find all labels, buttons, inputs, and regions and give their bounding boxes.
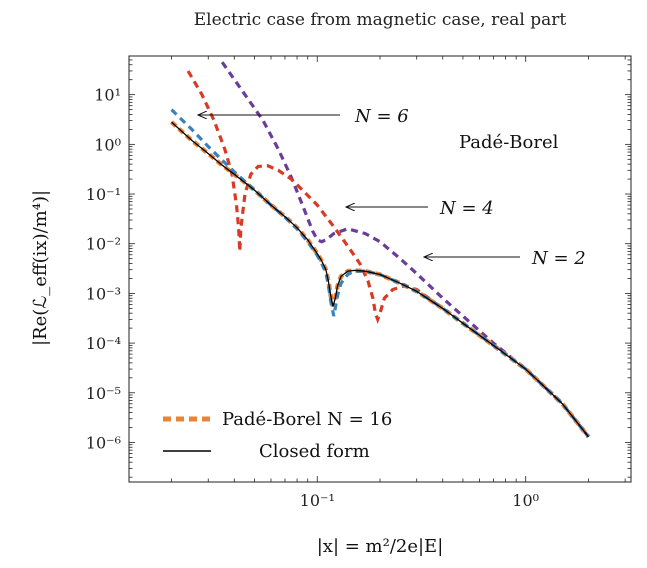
- y-tick-label: 10⁰: [94, 135, 121, 154]
- annotation-n-2: N = 2: [424, 248, 586, 269]
- legend-label-closed-form: Closed form: [259, 441, 370, 462]
- annotation-n-6-text: N = 6: [354, 106, 409, 127]
- y-tick-label: 10¹: [94, 86, 121, 105]
- y-tick-label: 10⁻²: [86, 235, 121, 254]
- x-tick-label: 10⁻¹: [300, 491, 335, 510]
- y-tick-label: 10⁻³: [86, 284, 121, 303]
- y-tick-label: 10⁻⁶: [86, 433, 121, 452]
- y-tick-label: 10⁻⁵: [86, 384, 121, 403]
- legend-label-pade-borel: Padé-Borel N = 16: [222, 409, 392, 430]
- annotation-n-4-text: N = 4: [439, 198, 494, 219]
- tick-labels: 10¹ 10⁰ 10⁻¹ 10⁻² 10⁻³ 10⁻⁴ 10⁻⁵ 10⁻⁶ 10⁻¹ 10⁰: [86, 86, 539, 510]
- y-axis-label: |Re(ℒ_eff(ix)/m⁴)|: [30, 190, 51, 346]
- x-axis-label: |x| = m²/2e|E|: [317, 536, 444, 557]
- annotation-n-2-text: N = 2: [531, 248, 586, 269]
- annotation-n-6: N = 6: [198, 106, 409, 127]
- inline-label-pade-borel: Padé-Borel: [459, 132, 559, 153]
- ticks-layer: [129, 55, 631, 482]
- series-closed-form: [171, 121, 590, 438]
- chart-title: Electric case from magnetic case, real p…: [194, 10, 567, 30]
- y-tick-label: 10⁻¹: [86, 185, 121, 204]
- series-layer: [169, 61, 591, 439]
- legend: Padé-Borel N = 16 Closed form: [163, 409, 392, 462]
- annotation-n-4: N = 4: [346, 198, 494, 219]
- y-tick-label: 10⁻⁴: [86, 334, 121, 353]
- plot-frame: [128, 55, 632, 483]
- series-pade-borel-n-16: [169, 120, 591, 439]
- series-n-2: [220, 61, 590, 438]
- x-tick-label: 10⁰: [512, 491, 539, 510]
